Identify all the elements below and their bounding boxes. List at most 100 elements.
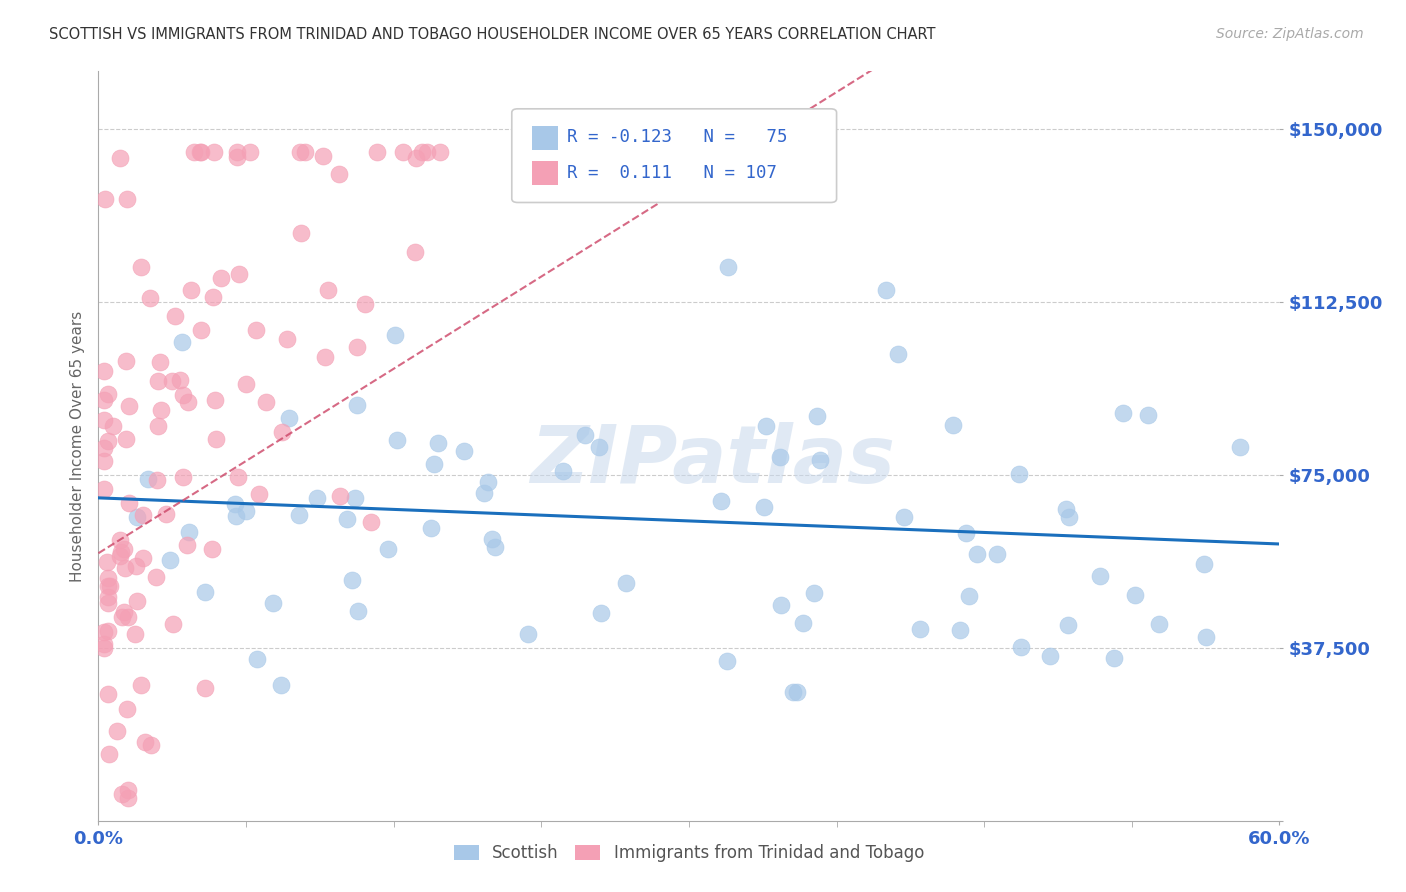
Point bbox=[97, 579, 120, 593]
Point bbox=[429, 145, 451, 159]
Point bbox=[94, 192, 117, 206]
Point bbox=[385, 434, 408, 448]
Point bbox=[132, 551, 155, 566]
Point bbox=[146, 374, 169, 388]
Point bbox=[100, 579, 122, 593]
Point bbox=[1192, 557, 1215, 571]
Point bbox=[115, 701, 138, 715]
Point bbox=[336, 512, 359, 526]
Point bbox=[202, 145, 225, 159]
Point bbox=[141, 739, 163, 753]
Point bbox=[254, 395, 277, 409]
Point bbox=[201, 290, 224, 304]
Point bbox=[1102, 651, 1125, 665]
Point bbox=[160, 375, 183, 389]
Point bbox=[155, 507, 177, 521]
Point bbox=[93, 454, 115, 468]
Point bbox=[277, 410, 299, 425]
Point bbox=[224, 497, 246, 511]
Point bbox=[93, 637, 115, 651]
Point bbox=[131, 678, 153, 692]
Point bbox=[294, 145, 316, 159]
Point bbox=[108, 151, 131, 165]
Point bbox=[329, 489, 352, 503]
Point bbox=[235, 376, 257, 391]
Text: Source: ZipAtlas.com: Source: ZipAtlas.com bbox=[1216, 27, 1364, 41]
Point bbox=[149, 402, 172, 417]
Point bbox=[93, 482, 115, 496]
Point bbox=[93, 625, 115, 640]
Point bbox=[316, 283, 339, 297]
Point bbox=[228, 267, 250, 281]
Point bbox=[589, 606, 612, 620]
Point bbox=[114, 561, 136, 575]
Point bbox=[1229, 440, 1251, 454]
Point bbox=[93, 413, 115, 427]
Point bbox=[204, 393, 226, 408]
Point bbox=[1008, 467, 1031, 482]
Point bbox=[271, 425, 294, 439]
Point bbox=[755, 419, 778, 434]
Point bbox=[314, 351, 336, 365]
Text: ZIPatlas: ZIPatlas bbox=[530, 422, 896, 500]
Point bbox=[346, 398, 368, 412]
Point bbox=[110, 545, 132, 559]
Point bbox=[423, 457, 446, 471]
Point bbox=[188, 145, 211, 159]
FancyBboxPatch shape bbox=[512, 109, 837, 202]
Point bbox=[162, 616, 184, 631]
Point bbox=[136, 472, 159, 486]
Point bbox=[245, 323, 267, 337]
Point bbox=[177, 525, 200, 540]
Point bbox=[117, 790, 139, 805]
Y-axis label: Householder Income Over 65 years: Householder Income Over 65 years bbox=[69, 310, 84, 582]
Point bbox=[226, 150, 249, 164]
Point bbox=[614, 576, 637, 591]
Point bbox=[148, 418, 170, 433]
Point bbox=[782, 684, 804, 698]
Point bbox=[786, 684, 808, 698]
Point bbox=[1010, 640, 1032, 654]
Point bbox=[225, 508, 247, 523]
Point bbox=[1039, 649, 1062, 664]
Point bbox=[183, 145, 205, 159]
Point bbox=[97, 386, 120, 401]
Point bbox=[159, 553, 181, 567]
Point bbox=[343, 491, 366, 505]
Point bbox=[354, 297, 377, 311]
Point bbox=[415, 145, 437, 159]
Point bbox=[125, 559, 148, 574]
Point bbox=[472, 486, 495, 500]
Point bbox=[115, 193, 138, 207]
Point bbox=[97, 571, 120, 585]
Point bbox=[176, 395, 198, 409]
Point bbox=[893, 509, 915, 524]
Point bbox=[770, 598, 793, 612]
Point bbox=[1195, 630, 1218, 644]
Point bbox=[477, 475, 499, 489]
Point bbox=[194, 584, 217, 599]
Point bbox=[194, 681, 217, 695]
Point bbox=[112, 605, 135, 619]
Point bbox=[377, 542, 399, 557]
Point bbox=[125, 509, 148, 524]
Point bbox=[411, 145, 433, 159]
Point bbox=[190, 145, 212, 159]
Point bbox=[117, 783, 139, 797]
Point bbox=[118, 496, 141, 510]
Point bbox=[190, 323, 212, 337]
Point bbox=[384, 328, 406, 343]
Point bbox=[239, 145, 262, 159]
Point bbox=[307, 491, 329, 505]
Point bbox=[404, 244, 426, 259]
Point bbox=[942, 418, 965, 433]
Point bbox=[139, 292, 162, 306]
Point bbox=[117, 610, 139, 624]
Point bbox=[346, 340, 368, 354]
Point bbox=[235, 503, 257, 517]
Point bbox=[176, 538, 198, 552]
Point bbox=[226, 470, 249, 484]
Point bbox=[145, 473, 167, 487]
Point bbox=[574, 428, 596, 442]
Point bbox=[105, 723, 128, 738]
